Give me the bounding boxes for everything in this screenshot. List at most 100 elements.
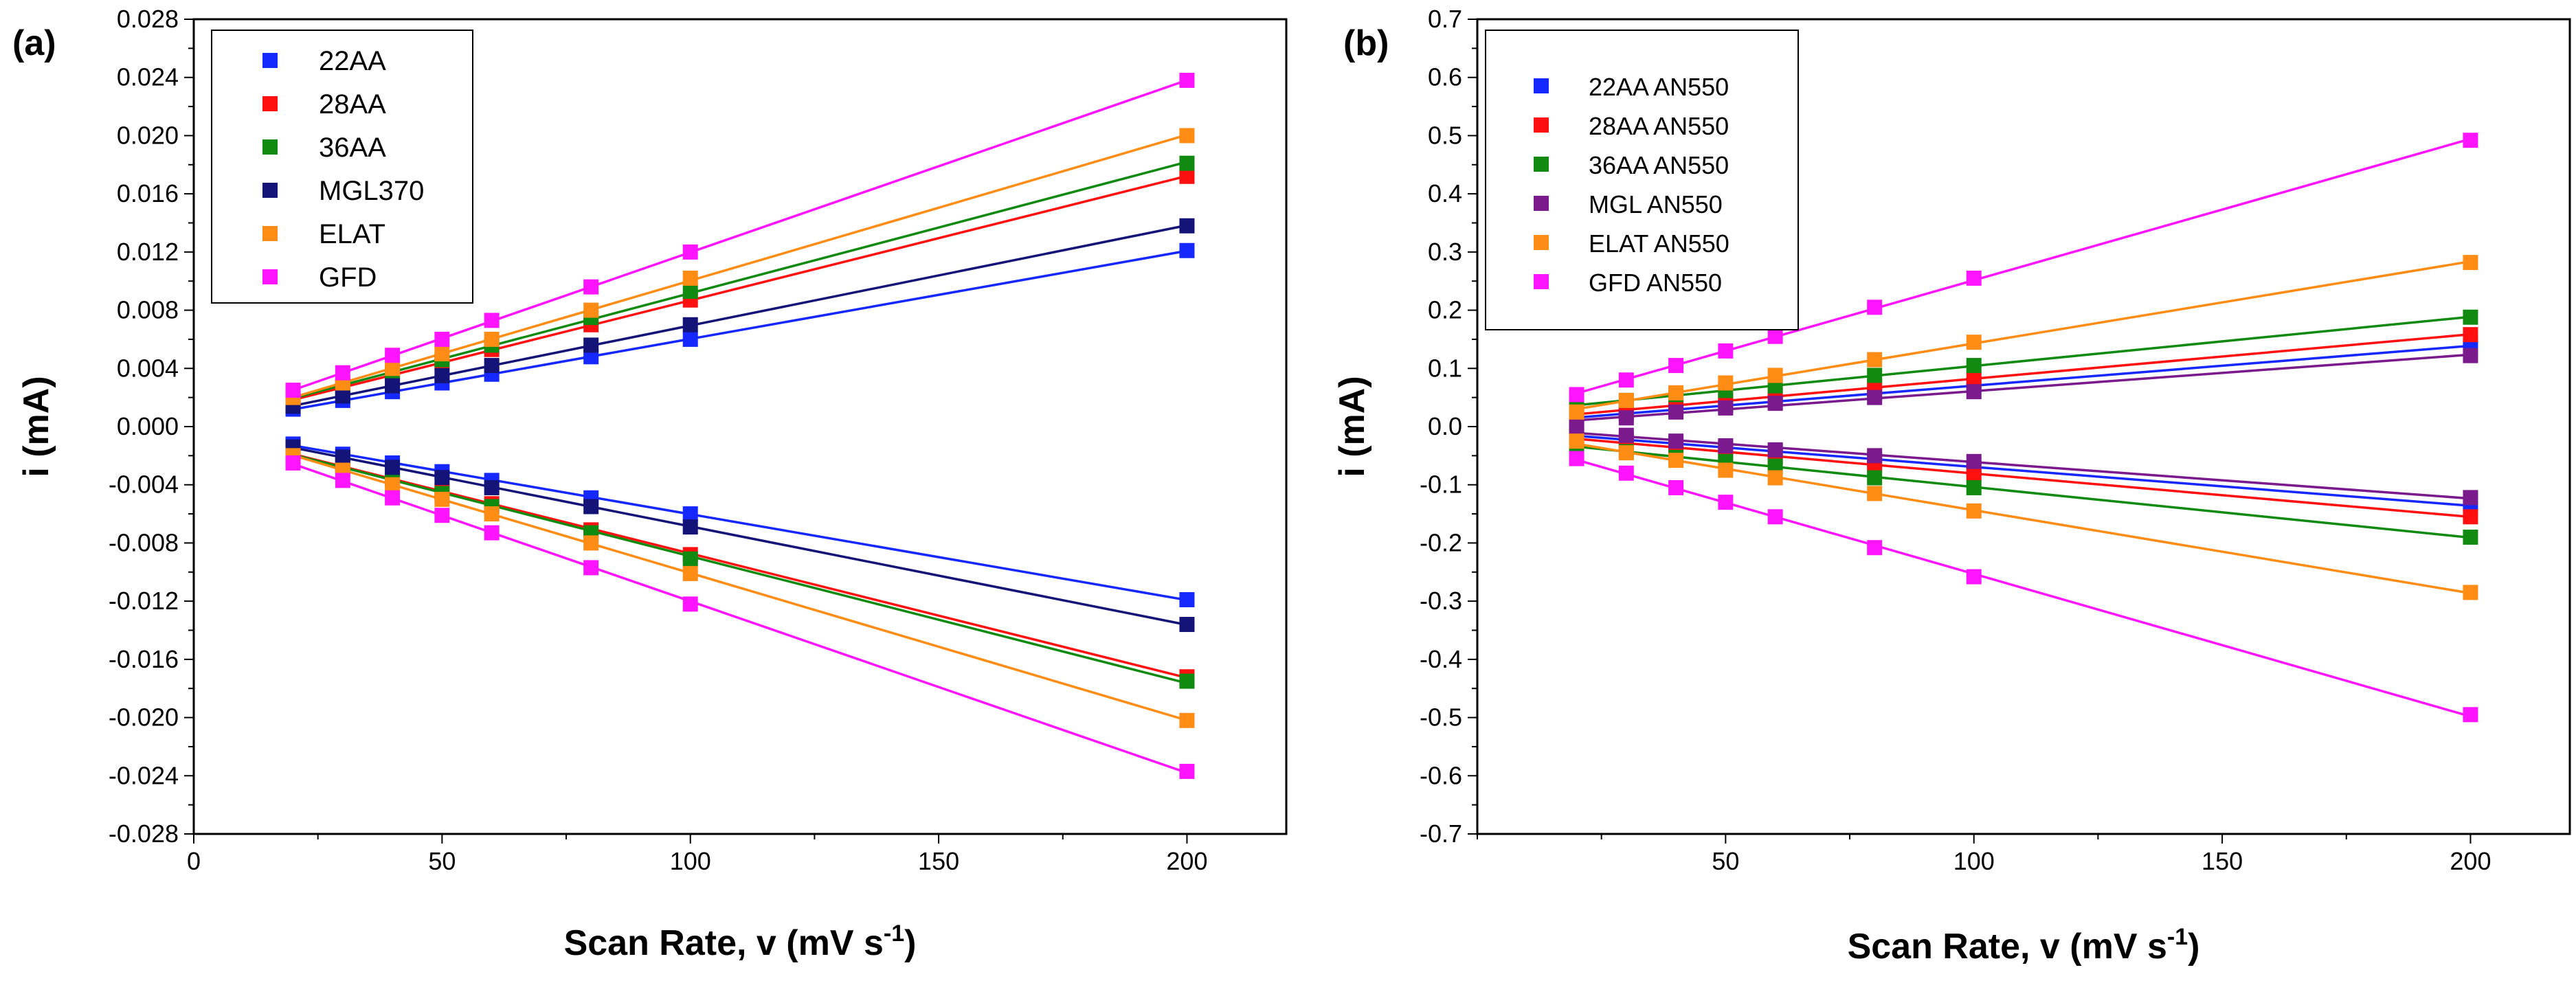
b-data-point <box>1966 465 1982 481</box>
a-data-point <box>1179 155 1195 171</box>
b-data-point <box>1718 343 1734 359</box>
b-data-point <box>2463 509 2478 525</box>
b-data-point <box>2463 707 2478 723</box>
b-data-point <box>1867 470 1883 486</box>
a-data-point <box>1179 218 1195 234</box>
b-data-point <box>1668 453 1684 468</box>
a-x-tick-label: 50 <box>428 847 456 875</box>
b-legend-label: ELAT AN550 <box>1589 229 1729 258</box>
a-legend-swatch <box>262 269 278 284</box>
b-data-point <box>1618 410 1634 426</box>
b-y-tick-label: 0.0 <box>1428 412 1462 440</box>
b-data-point <box>1767 442 1783 457</box>
b-y-tick-label: -0.3 <box>1420 587 1462 615</box>
b-y-tick-label: 0.5 <box>1428 121 1462 149</box>
b-data-point <box>1867 368 1883 383</box>
a-data-point <box>682 317 698 332</box>
b-y-tick-label: -0.4 <box>1420 645 1462 673</box>
b-data-point <box>1767 470 1783 486</box>
a-data-point <box>335 473 350 488</box>
a-data-point <box>682 551 698 567</box>
b-data-point <box>1966 371 1982 387</box>
b-data-point <box>1668 433 1684 449</box>
b-y-tick-label: 0.2 <box>1428 296 1462 324</box>
b-fit-line-2-negative <box>1576 445 2471 539</box>
panel-b: (b) 50 100 150 200 -0.7 -0.6 -0.5 -0.4 -0.3 -0.2 -… <box>1332 5 2571 967</box>
a-data-point <box>434 368 450 383</box>
a-y-tick-label: 0.020 <box>117 121 179 149</box>
b-data-point <box>1569 433 1584 449</box>
b-data-point <box>2463 529 2478 545</box>
a-y-tick-label: -0.012 <box>109 587 179 615</box>
a-y-tick-label: 0.008 <box>117 296 179 324</box>
b-data-point <box>1867 486 1883 501</box>
a-data-point <box>385 477 401 493</box>
a-y-tick-label: 0.004 <box>117 354 179 382</box>
b-legend-label: 22AA AN550 <box>1589 73 1729 101</box>
b-legend-swatch <box>1534 117 1549 133</box>
b-fit-line-0-negative <box>1576 434 2471 508</box>
b-data-point <box>1618 427 1634 443</box>
a-data-point <box>1179 617 1195 633</box>
b-x-tick-label: 50 <box>1712 847 1739 875</box>
b-data-point <box>1668 404 1684 420</box>
a-legend-swatch <box>262 139 278 155</box>
b-data-point <box>1966 270 1982 286</box>
a-data-point <box>583 337 599 353</box>
b-data-point <box>1767 328 1783 344</box>
b-data-point <box>2463 585 2478 600</box>
a-data-point <box>434 331 450 347</box>
panel-b-axes: 50 100 150 200 -0.7 -0.6 -0.5 -0.4 -0.3 -0.2 -0.1 0… <box>1420 5 2491 875</box>
a-data-point <box>385 490 401 506</box>
b-x-tick-label: 100 <box>1953 847 1995 875</box>
a-data-point <box>385 460 401 475</box>
a-fit-line-3-negative <box>293 446 1187 626</box>
a-data-point <box>484 525 500 541</box>
b-data-point <box>1867 448 1883 464</box>
b-data-point <box>1618 445 1634 461</box>
a-y-tick-label: -0.016 <box>109 645 179 673</box>
b-data-point <box>1618 372 1634 388</box>
b-data-point <box>1867 389 1883 405</box>
b-fit-line-0-positive <box>1576 344 2471 419</box>
a-data-point <box>385 348 401 363</box>
b-x-tick-label: 150 <box>2202 847 2243 875</box>
a-data-point <box>1179 72 1195 88</box>
b-data-point <box>1966 479 1982 495</box>
a-data-point <box>583 560 599 576</box>
a-data-point <box>1179 592 1195 608</box>
a-data-point <box>682 270 698 286</box>
a-legend-label: 36AA <box>319 133 386 163</box>
b-data-point <box>2463 309 2478 325</box>
a-fit-line-5-negative <box>292 462 1188 774</box>
a-y-tick-label: -0.024 <box>109 761 179 789</box>
panel-a-x-axis-title: Scan Rate, v (mV s-1) <box>564 920 917 963</box>
b-data-point <box>1618 392 1634 408</box>
b-y-tick-label: 0.3 <box>1428 238 1462 266</box>
a-data-point <box>335 388 350 404</box>
b-data-point <box>1718 495 1734 510</box>
b-legend-label: 28AA AN550 <box>1589 112 1729 140</box>
a-data-point <box>682 331 698 347</box>
b-y-tick-label: 0.1 <box>1428 354 1462 382</box>
b-data-point <box>1618 465 1634 481</box>
b-data-point <box>2463 327 2478 343</box>
a-data-point <box>682 596 698 612</box>
a-fit-line-2-negative <box>293 453 1187 685</box>
b-data-point <box>1767 458 1783 474</box>
a-legend-label: 22AA <box>319 46 386 76</box>
a-data-point <box>434 470 450 486</box>
a-y-tick-label: -0.008 <box>109 528 179 556</box>
b-data-point <box>1718 375 1734 391</box>
panel-a-y-axis-title: i (mA) <box>16 376 56 477</box>
b-legend-swatch <box>1534 157 1549 172</box>
a-data-point <box>484 331 500 347</box>
b-legend-swatch <box>1534 274 1549 289</box>
b-y-tick-label: -0.5 <box>1420 703 1462 732</box>
a-y-tick-label: -0.004 <box>109 471 179 499</box>
b-y-tick-label: -0.2 <box>1420 528 1462 556</box>
a-data-point <box>583 279 599 295</box>
a-data-point <box>434 346 450 362</box>
a-data-point <box>484 313 500 328</box>
